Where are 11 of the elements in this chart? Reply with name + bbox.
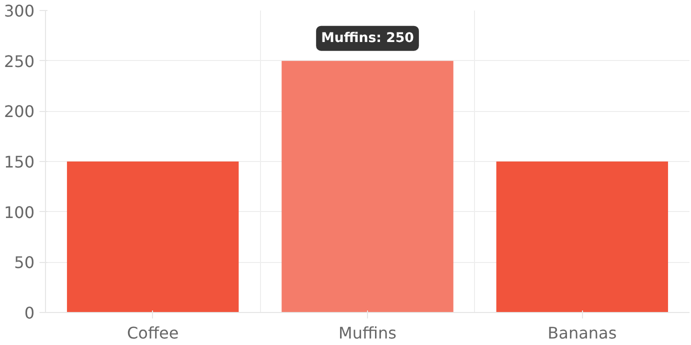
y-tick-label: 250: [4, 52, 35, 71]
x-tick-label: Coffee: [126, 324, 179, 342]
y-tick-label: 100: [4, 202, 35, 222]
y-tick-label: 50: [14, 253, 34, 272]
x-tick-label: Muffins: [338, 324, 396, 342]
x-tick-label: Bananas: [548, 324, 617, 342]
y-tick-label: 200: [4, 102, 35, 122]
annotation: Muffins: 250: [321, 30, 414, 46]
y-tick-label: 0: [24, 304, 35, 322]
y-tick-label: 150: [4, 152, 35, 172]
y-tick-label: 300: [4, 2, 35, 20]
